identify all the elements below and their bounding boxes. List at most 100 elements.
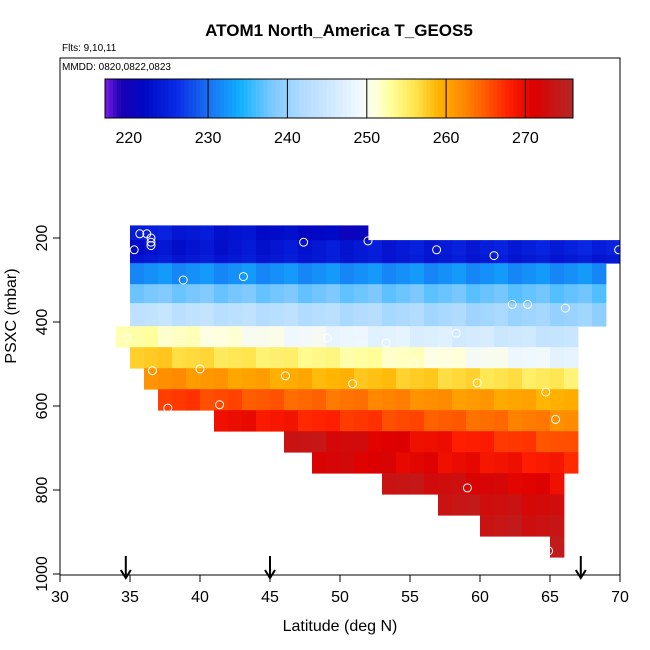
heatmap-cell (438, 240, 453, 256)
colorbar-segment (529, 79, 534, 118)
heatmap-cell (284, 254, 299, 264)
colorbar-segment (331, 79, 336, 118)
heatmap-cell (522, 410, 537, 432)
heatmap-cell (158, 254, 173, 264)
heatmap-cell (312, 326, 327, 348)
heatmap-cell (452, 303, 467, 327)
sample-point (409, 358, 419, 368)
heatmap-cell (242, 263, 257, 285)
colorbar-segment (152, 79, 158, 118)
colorbar-segment (362, 79, 368, 118)
colorbar-segment (358, 79, 364, 118)
heatmap-cell (536, 347, 551, 369)
heatmap-cell (200, 303, 215, 327)
heatmap-cell (158, 240, 173, 256)
heatmap-cell (172, 368, 187, 390)
colorbar-segment (509, 79, 515, 118)
heatmap-cell (312, 347, 327, 369)
heatmap-cell (536, 326, 551, 348)
heatmap-cell (270, 326, 285, 348)
heatmap-cell (228, 303, 243, 327)
heatmap-cell (298, 254, 313, 264)
heatmap-cell (312, 389, 327, 411)
heatmap-cell (298, 240, 313, 256)
heatmap-cell (466, 410, 481, 432)
colorbar-segment (279, 79, 284, 118)
heatmap-cell (284, 240, 299, 256)
heatmap-cell (564, 347, 579, 369)
heatmap-cell (452, 240, 467, 256)
heatmap-cell (158, 389, 173, 411)
heatmap-cell (270, 225, 285, 241)
heatmap-cell (186, 225, 201, 241)
heatmap-cell (494, 254, 509, 264)
colorbar-segment (164, 79, 169, 118)
heatmap-cell (494, 240, 509, 256)
heatmap-cell (592, 284, 607, 304)
colorbar-segment (335, 79, 340, 118)
heatmap-cell (326, 389, 341, 411)
heatmap-cell (522, 303, 537, 327)
colorbar-segment (461, 79, 467, 118)
heatmap-cell (326, 303, 341, 327)
flight-arrow-head (574, 569, 587, 580)
sample-point (178, 275, 188, 285)
heatmap-cell (522, 494, 537, 516)
heatmap-cell (242, 303, 257, 327)
heatmap-cell (438, 326, 453, 348)
colorbar-segment (267, 79, 273, 118)
heatmap-cell (284, 225, 299, 241)
heatmap-cell (340, 410, 355, 432)
colorbar-segment (350, 79, 356, 118)
heatmap-cell (340, 326, 355, 348)
heatmap-cell (158, 284, 173, 304)
heatmap-cell (424, 284, 439, 304)
heatmap-cell (564, 368, 579, 390)
heatmap-cell (480, 254, 495, 264)
colorbar-segment (517, 79, 522, 118)
heatmap-cell (354, 347, 369, 369)
heatmap-cell (382, 240, 397, 256)
colorbar-tick-label: 230 (195, 130, 222, 147)
heatmap-cell (550, 347, 565, 369)
heatmap-cell (606, 254, 621, 264)
sample-point (215, 400, 225, 410)
heatmap-cell (592, 303, 607, 327)
heatmap-cell (298, 263, 313, 285)
heatmap-cell (536, 240, 551, 256)
heatmap-cell (326, 254, 341, 264)
colorbar-tick-label: 260 (433, 130, 460, 147)
heatmap-cell (396, 389, 411, 411)
heatmap-cell (438, 347, 453, 369)
flight-arrow-head (119, 569, 132, 580)
heatmap-cell (410, 240, 425, 256)
heatmap-cell (564, 240, 579, 256)
heatmap-cell (200, 326, 215, 348)
heatmap-cell (508, 431, 523, 453)
colorbar-segment (414, 79, 419, 118)
heatmap-cell (214, 368, 229, 390)
heatmap-cell (410, 431, 425, 453)
colorbar-segment (497, 79, 503, 118)
heatmap-cell (368, 431, 383, 453)
heatmap-cell (564, 410, 579, 432)
heatmap-cell (410, 452, 425, 474)
colorbar-segment (569, 79, 574, 118)
colorbar-segment (454, 79, 459, 118)
sample-point (146, 241, 156, 251)
heatmap-cell (312, 263, 327, 285)
sample-point (299, 237, 309, 247)
heatmap-cell (396, 347, 411, 369)
flights-annotation: Flts: 9,10,11 (62, 43, 117, 54)
colorbar (105, 79, 574, 118)
heatmap-cell (424, 303, 439, 327)
heatmap-cell (228, 225, 243, 241)
heatmap-cell (354, 225, 369, 241)
heatmap-cell (340, 254, 355, 264)
heatmap-cell (410, 254, 425, 264)
sample-point (551, 414, 561, 424)
heatmap-cell (270, 389, 285, 411)
heatmap-cell (214, 303, 229, 327)
heatmap-cell (536, 389, 551, 411)
heatmap-cell (354, 240, 369, 256)
